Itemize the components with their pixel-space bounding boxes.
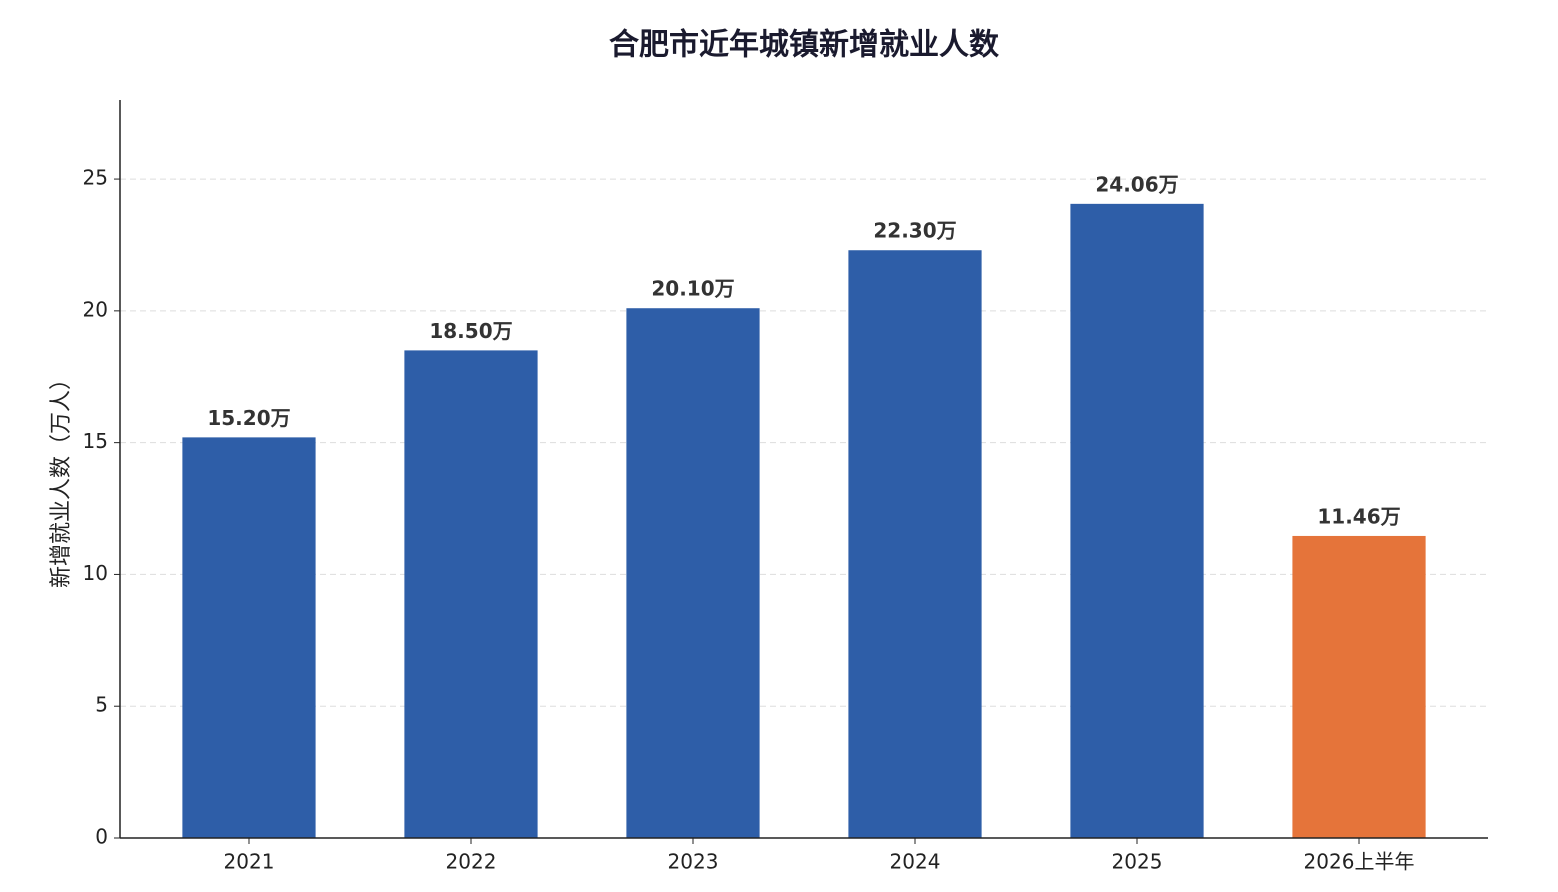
- y-tick-label: 5: [95, 693, 108, 717]
- bar: [1070, 203, 1204, 838]
- y-axis-label: 新增就业人数（万人）: [49, 368, 74, 588]
- y-tick-label: 25: [83, 166, 108, 190]
- x-tick-label: 2024: [890, 850, 941, 874]
- bar: [626, 308, 760, 838]
- bar: [1292, 535, 1426, 838]
- x-tick-label: 2021: [224, 850, 275, 874]
- y-tick-label: 15: [83, 429, 108, 453]
- value-label: 15.20万: [207, 406, 290, 430]
- value-label: 20.10万: [651, 277, 734, 301]
- y-tick-label: 0: [95, 825, 108, 849]
- value-label: 24.06万: [1095, 172, 1178, 196]
- x-tick-label: 2026上半年: [1304, 850, 1415, 874]
- x-tick-label: 2025: [1112, 850, 1163, 874]
- chart-title: 合肥市近年城镇新增就业人数: [609, 28, 1000, 63]
- value-label: 22.30万: [873, 219, 956, 243]
- bar: [848, 250, 982, 838]
- y-tick-label: 20: [83, 297, 108, 321]
- y-tick-label: 10: [83, 561, 108, 585]
- bar: [182, 437, 316, 838]
- x-tick-label: 2023: [668, 850, 719, 874]
- bar: [404, 350, 538, 838]
- value-label: 18.50万: [429, 319, 512, 343]
- value-label: 11.46万: [1317, 504, 1400, 528]
- x-tick-label: 2022: [446, 850, 497, 874]
